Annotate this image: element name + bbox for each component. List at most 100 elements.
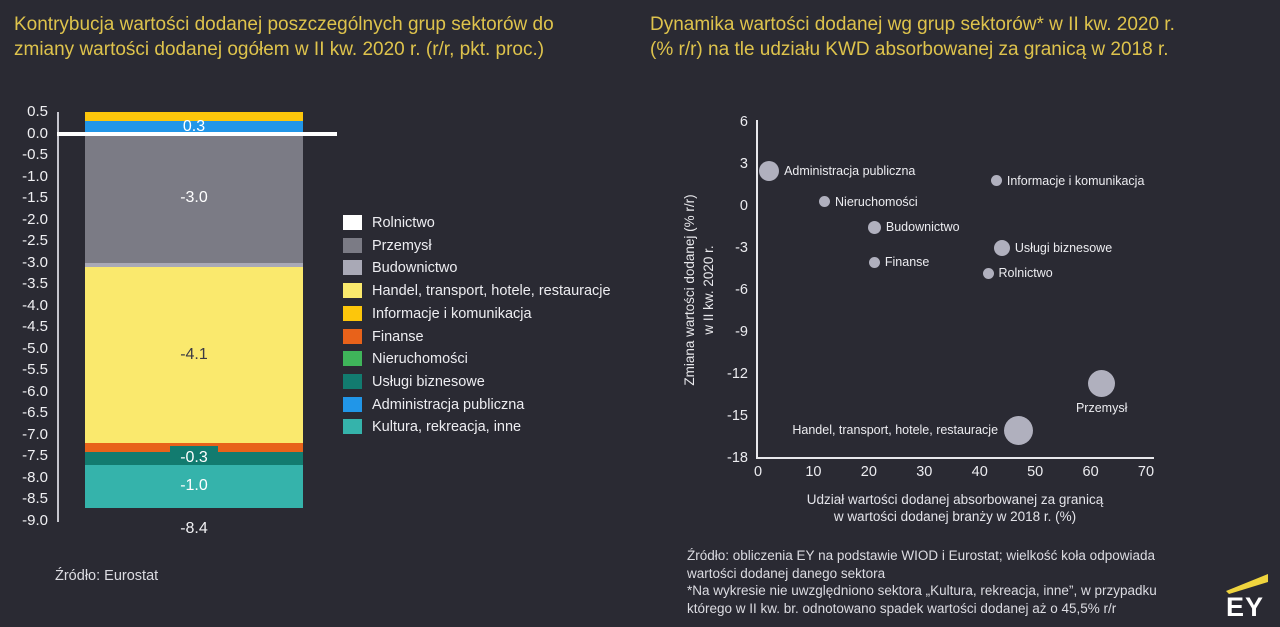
bubble-przemysł <box>1088 370 1116 398</box>
y-axis-tick-label: -8.5 <box>22 490 48 507</box>
legend-swatch <box>343 260 362 276</box>
legend-swatch <box>343 215 362 230</box>
y-axis-tick-label: -1.0 <box>22 167 48 185</box>
left-chart-title-line1: Kontrybucja wartości dodanej poszczególn… <box>14 14 554 35</box>
ey-beam-icon <box>1226 574 1268 594</box>
y-axis-tick-label: -7.5 <box>22 447 48 464</box>
right-chart-footnotes: Źródło: obliczenia EY na podstawie WIOD … <box>687 547 1207 617</box>
legend-swatch <box>343 373 362 389</box>
y-axis-tick-label: 3 <box>739 156 748 172</box>
y-axis-tick-label: -7.0 <box>22 425 48 443</box>
legend-label: Budownictwo <box>372 260 458 277</box>
y-axis-tick-label: -5.0 <box>22 339 48 357</box>
y-axis-tick-label: 6 <box>739 114 748 130</box>
y-axis-tick-label: -0.5 <box>22 146 48 163</box>
bar-segment-value-text: -1.0 <box>180 477 208 495</box>
legend-swatch <box>343 283 362 299</box>
bar-segment-administracja-publiczna: 0.3 <box>85 118 303 136</box>
legend-label: Informacje i komunikacja <box>372 305 532 322</box>
bubble-informacje-i-komunikacja <box>990 175 1002 187</box>
bar-segment-przemysł: -3.0 <box>85 133 303 263</box>
x-axis-tick-label: 60 <box>1082 464 1099 480</box>
legend-label: Kultura, rekreacja, inne <box>372 419 522 436</box>
left-chart-source: Źródło: Eurostat <box>55 568 159 584</box>
bubble-label-rolnictwo: Rolnictwo <box>998 266 1053 281</box>
y-axis-tick-label: -4.0 <box>22 296 48 314</box>
bar-segment-informacje-i-komunikacja <box>85 112 303 121</box>
bubble-label-administracja-publiczna: Administracja publiczna <box>784 164 916 178</box>
legend-label: Usługi biznesowe <box>372 373 485 390</box>
legend-swatch <box>343 351 362 367</box>
y-axis-tick-label: -12 <box>727 366 748 382</box>
right-scatter-chart: Zmiana wartości dodanej (% r/r) w II kw.… <box>650 100 1210 490</box>
bar-segment-value-text: 0.3 <box>182 118 206 136</box>
y-axis-tick-label: -1.5 <box>22 189 48 206</box>
y-axis-tick-label: -6.5 <box>22 404 48 421</box>
y-axis-line <box>57 112 59 522</box>
legend-swatch <box>343 237 362 253</box>
bubble-finanse <box>868 256 880 268</box>
y-axis-tick-label: -9.0 <box>22 511 48 529</box>
bubble-budownictwo <box>867 220 881 234</box>
bubble-label-informacje-i-komunikacja: Informacje i komunikacja <box>1006 173 1145 188</box>
y-axis-tick-label: -15 <box>727 408 748 424</box>
bar-segment-value: 0.3 <box>85 118 303 136</box>
bubble-label-nieruchomości: Nieruchomości <box>835 194 918 209</box>
bar-segment-value: -3.0 <box>85 134 303 263</box>
y-axis-tick-label: -18 <box>727 450 748 466</box>
y-axis-line <box>756 120 758 459</box>
x-axis-tick-label: 20 <box>860 464 877 480</box>
y-axis-tick-label: -6.0 <box>22 382 48 400</box>
bar-segment-usługi-biznesowe: -0.3 <box>85 446 303 471</box>
legend-label: Rolnictwo <box>372 215 435 231</box>
legend-label: Administracja publiczna <box>372 396 525 413</box>
y-axis-tick-label: -8.0 <box>22 468 48 486</box>
bubble-nieruchomości <box>819 196 831 208</box>
right-chart-title-line1: Dynamika wartości dodanej wg grup sektor… <box>650 14 1175 35</box>
bar-segment-kultura-rekreacja-inne: -1.0 <box>85 464 303 508</box>
x-axis-tick-label: 70 <box>1137 464 1155 480</box>
left-bar-chart: 0.5 0.0 -0.5 -1.0 -1.5 -2.0 -2.5 -3.0 -3.5 -4.0 -4… <box>0 100 640 560</box>
legend-label: Handel, transport, hotele, restauracje <box>372 283 611 300</box>
y-axis-tick-label: -3.0 <box>22 253 48 271</box>
x-axis-tick-label: 40 <box>971 464 988 480</box>
y-axis-tick-label: 0 <box>739 198 748 214</box>
footnote-line1: Źródło: obliczenia EY na podstawie WIOD … <box>687 548 1155 563</box>
bar-segment-value: -1.0 <box>85 465 303 508</box>
bar-segment-value: -4.1 <box>85 267 303 443</box>
x-axis-tick-label: 50 <box>1027 464 1044 480</box>
legend: Rolnictwo Przemysł Budownictwo Handel, tran… <box>343 215 638 460</box>
bubble-label-handel-transport-hotele-restauracje: Handel, transport, hotele, restauracje <box>792 423 999 437</box>
y-axis-tick-label: -2.5 <box>22 232 48 249</box>
footnote-line2: wartości dodanej danego sektora <box>687 565 886 581</box>
y-axis-tick-label: 0.0 <box>27 124 48 142</box>
legend-swatch <box>343 396 362 412</box>
y-axis-tick-label: -6 <box>735 282 748 298</box>
y-axis-tick-label: -3.5 <box>22 275 48 292</box>
legend-label: Nieruchomości <box>372 351 468 368</box>
bar-segment-value-text: -4.1 <box>180 345 208 363</box>
ey-logo: EY <box>1222 574 1268 622</box>
right-chart-title: Dynamika wartości dodanej wg grup sektor… <box>650 12 1250 62</box>
y-axis-tick-label: -3 <box>735 240 748 256</box>
y-axis-tick-label: -5.5 <box>22 361 48 378</box>
bubble-administracja-publiczna <box>759 161 780 181</box>
legend-swatch <box>343 419 362 435</box>
bar-total-label: -8.4 <box>180 519 208 537</box>
bubble-handel-transport-hotele-restauracje <box>1004 415 1034 445</box>
zero-axis-line <box>57 131 337 136</box>
ey-logo-text: EY <box>1225 592 1265 622</box>
y-axis-tick-label: -9 <box>735 324 748 340</box>
y-axis-tick-label: -4.5 <box>22 318 48 335</box>
x-axis-tick-label: 0 <box>753 464 763 480</box>
y-axis-tick-label: -2.0 <box>22 210 48 228</box>
bubble-rolnictwo <box>982 267 994 279</box>
x-axis-line <box>756 457 1154 459</box>
legend-label: Przemysł <box>372 237 432 254</box>
y-axis-tick-label: 0.5 <box>27 103 48 120</box>
bar-segment-handel-transport-hotele-restauracje: -4.1 <box>85 266 303 444</box>
bar-segment-budownictwo <box>85 262 303 267</box>
left-chart-title: Kontrybucja wartości dodanej poszczególn… <box>14 12 634 62</box>
left-chart-title-line2: zmiany wartości dodanej ogółem w II kw. … <box>14 39 545 60</box>
